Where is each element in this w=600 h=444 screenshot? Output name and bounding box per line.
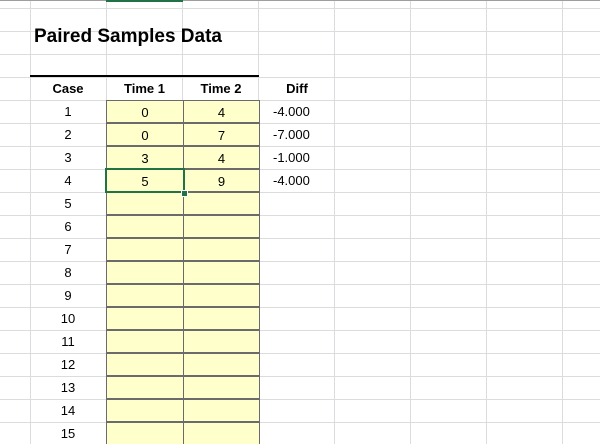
fill-handle [181, 190, 188, 197]
input-cell [183, 238, 260, 261]
case-cell: 2 [64, 127, 72, 142]
input-cell [183, 307, 260, 330]
column-header: Diff [286, 81, 308, 96]
case-cell: 4 [64, 173, 72, 188]
input-cell [183, 330, 260, 353]
input-cell [106, 422, 184, 444]
input-cell: 9 [183, 169, 260, 192]
input-cell [183, 399, 260, 422]
case-cell: 12 [60, 357, 76, 372]
column-header: Case [52, 81, 84, 96]
case-cell: 10 [60, 311, 76, 326]
input-cell [183, 376, 260, 399]
input-cell [183, 261, 260, 284]
input-cell [106, 330, 184, 353]
input-cell: 4 [183, 146, 260, 169]
input-cell [183, 353, 260, 376]
input-cell [106, 238, 184, 261]
input-cell [106, 307, 184, 330]
top-border [0, 0, 600, 1]
column-header: Time 1 [124, 81, 165, 96]
case-cell: 13 [60, 380, 76, 395]
input-cell [183, 215, 260, 238]
case-cell: 14 [60, 403, 76, 418]
input-cell [106, 399, 184, 422]
case-cell: 15 [60, 426, 76, 441]
case-cell: 3 [64, 150, 72, 165]
input-cell [106, 215, 184, 238]
case-cell: 7 [64, 242, 72, 257]
case-cell: 6 [64, 219, 72, 234]
case-cell: 8 [64, 265, 72, 280]
input-cell [106, 192, 184, 215]
header-border [30, 75, 259, 77]
input-cell [183, 192, 260, 215]
sheet-title: Paired Samples Data [34, 26, 222, 47]
diff-cell: -1.000 [273, 150, 310, 165]
column-header: Time 2 [200, 81, 242, 96]
selected-cell [105, 168, 185, 193]
input-cell [106, 376, 184, 399]
input-cell [106, 353, 184, 376]
input-cell [183, 284, 260, 307]
diff-cell: -4.000 [273, 173, 310, 188]
case-cell: 11 [61, 334, 75, 349]
input-cell: 3 [106, 146, 184, 169]
case-cell: 5 [64, 196, 72, 211]
input-cell: 4 [183, 100, 260, 123]
input-cell [183, 422, 260, 444]
diff-cell: -4.000 [273, 104, 310, 119]
input-cell [106, 261, 184, 284]
input-cell [106, 284, 184, 307]
case-cell: 9 [64, 288, 72, 303]
case-cell: 1 [64, 104, 72, 119]
input-cell: 7 [183, 123, 260, 146]
input-cell: 0 [106, 123, 184, 146]
diff-cell: -7.000 [273, 127, 310, 142]
column-selection [106, 0, 183, 2]
input-cell: 0 [106, 100, 184, 123]
